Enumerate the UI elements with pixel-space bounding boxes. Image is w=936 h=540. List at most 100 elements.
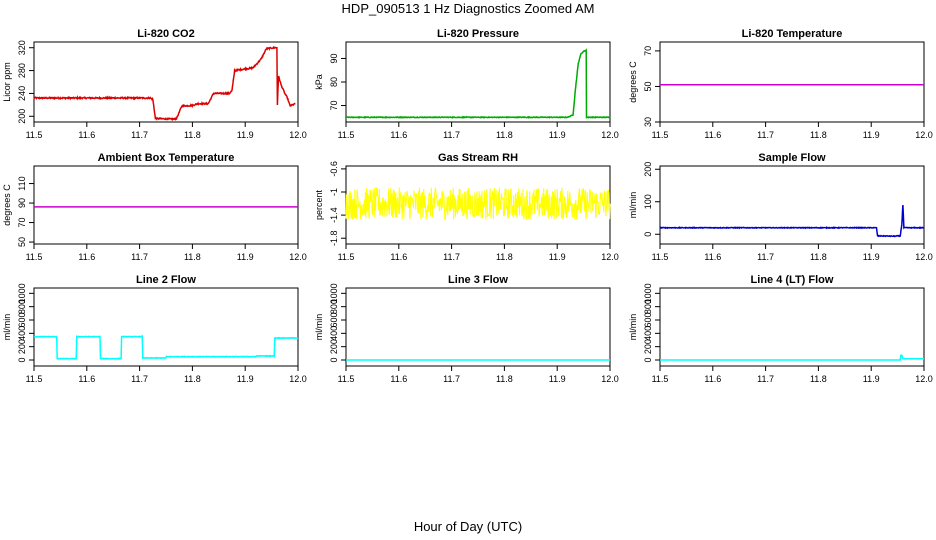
x-tick-label: 11.5: [338, 130, 355, 140]
x-tick-label: 11.7: [443, 130, 460, 140]
plot-frame: [33, 287, 299, 367]
panel-pressure: Li-820 Pressure kPa 70 80 90 11.5 11.6 11.7 11.8…: [314, 28, 619, 140]
y-axis-label: degrees C: [628, 61, 638, 103]
x-tick-label: 11.9: [237, 374, 254, 384]
x-tick-label: 11.6: [704, 130, 721, 140]
y-tick-label: 70: [643, 46, 653, 56]
y-tick-label: 90: [17, 198, 27, 208]
y-tick-label: 320: [17, 40, 27, 55]
chart-title: Gas Stream RH: [438, 152, 518, 164]
y-tick-label: 70: [17, 218, 27, 228]
x-tick-label: 11.7: [443, 374, 460, 384]
chart-title: Sample Flow: [758, 152, 826, 164]
x-tick-label: 11.7: [757, 374, 774, 384]
y-tick-label: 800: [643, 299, 653, 314]
y-axis-label: ml/min: [628, 314, 638, 341]
panel-licor_temp: Li-820 Temperature degrees C 30 50 70 11.5 11.…: [628, 28, 933, 140]
x-tick-label: 11.8: [184, 374, 201, 384]
y-tick-label: -1: [329, 188, 339, 196]
x-tick-label: 11.8: [810, 252, 827, 262]
x-tick-label: 11.9: [549, 252, 566, 262]
y-axis-label: degrees C: [2, 184, 12, 226]
y-axis-label: ml/min: [2, 314, 12, 341]
x-tick-label: 11.5: [652, 374, 669, 384]
y-tick-label: 90: [329, 53, 339, 63]
plot-frame: [33, 41, 299, 123]
x-tick-label: 12.0: [289, 130, 307, 140]
x-tick-label: 11.6: [390, 130, 407, 140]
plot-frame: [659, 287, 925, 367]
series-line: [33, 45, 296, 122]
y-tick-label: 600: [17, 312, 27, 327]
y-tick-label: -1.8: [329, 230, 339, 246]
chart-title: Line 4 (LT) Flow: [751, 274, 834, 286]
chart-title: Li-820 CO2: [137, 28, 194, 40]
y-tick-label: 400: [643, 326, 653, 341]
x-tick-label: 11.8: [810, 374, 827, 384]
plot-frame: [345, 41, 611, 123]
y-tick-label: 400: [17, 326, 27, 341]
x-tick-label: 11.8: [184, 252, 201, 262]
x-tick-label: 11.8: [810, 130, 827, 140]
x-tick-label: 11.5: [338, 252, 355, 262]
y-axis-label: ml/min: [628, 192, 638, 219]
y-tick-label: -1.4: [329, 207, 339, 223]
series-line: [33, 334, 299, 361]
chart-title: Li-820 Pressure: [437, 28, 519, 40]
y-tick-label: 0: [329, 357, 339, 362]
x-tick-label: 11.6: [704, 374, 721, 384]
x-tick-label: 11.7: [131, 374, 148, 384]
plot-frame: [33, 165, 299, 245]
y-tick-label: 200: [329, 339, 339, 354]
series-line: [660, 354, 924, 361]
x-tick-label: 12.0: [915, 130, 933, 140]
y-axis-label: kPa: [314, 74, 324, 90]
y-tick-label: 110: [17, 176, 27, 190]
y-tick-label: 200: [643, 162, 653, 177]
x-tick-label: 11.8: [184, 130, 201, 140]
x-tick-label: 11.6: [390, 252, 407, 262]
y-tick-label: 1000: [643, 283, 653, 303]
x-tick-label: 12.0: [601, 252, 619, 262]
x-tick-label: 11.9: [863, 252, 880, 262]
y-tick-label: 30: [643, 117, 653, 127]
y-axis-label: Licor ppm: [2, 62, 12, 102]
x-tick-label: 11.7: [131, 252, 148, 262]
x-tick-label: 11.6: [704, 252, 721, 262]
y-tick-label: 800: [17, 299, 27, 314]
x-tick-label: 12.0: [289, 252, 307, 262]
plot-frame: [659, 165, 925, 245]
x-tick-label: 11.6: [390, 374, 407, 384]
x-axis-label: Hour of Day (UTC): [413, 519, 523, 534]
series-line: [345, 48, 611, 119]
panel-rh: Gas Stream RH percent -1.8 -1.4 -1 -0.6 11.5 11…: [314, 152, 619, 262]
plot-frame: [659, 41, 925, 123]
panel-sample_flow: Sample Flow ml/min 0 100 200 11.5 11.6 11.7 11.8…: [628, 152, 933, 262]
x-tick-label: 11.9: [863, 374, 880, 384]
y-tick-label: 0: [17, 357, 27, 362]
x-tick-label: 11.9: [549, 374, 566, 384]
y-tick-label: 0: [643, 232, 653, 237]
y-tick-label: 80: [329, 77, 339, 87]
plot-frame: [345, 287, 611, 367]
y-tick-label: 800: [329, 299, 339, 314]
y-tick-label: 200: [17, 339, 27, 354]
x-tick-label: 12.0: [915, 374, 933, 384]
x-tick-label: 11.5: [26, 130, 43, 140]
y-axis-label: percent: [314, 189, 324, 220]
x-tick-label: 12.0: [601, 374, 619, 384]
chart-title: Li-820 Temperature: [742, 28, 843, 40]
x-tick-label: 11.9: [237, 252, 254, 262]
y-tick-label: 70: [329, 101, 339, 111]
y-tick-label: 240: [17, 86, 27, 101]
x-tick-label: 11.6: [78, 252, 95, 262]
y-tick-label: 1000: [17, 283, 27, 303]
x-tick-label: 11.6: [78, 130, 95, 140]
x-tick-label: 11.7: [443, 252, 460, 262]
x-tick-label: 11.5: [652, 252, 669, 262]
x-tick-label: 11.5: [652, 130, 669, 140]
x-tick-label: 11.9: [863, 130, 880, 140]
series-line: [659, 204, 925, 238]
